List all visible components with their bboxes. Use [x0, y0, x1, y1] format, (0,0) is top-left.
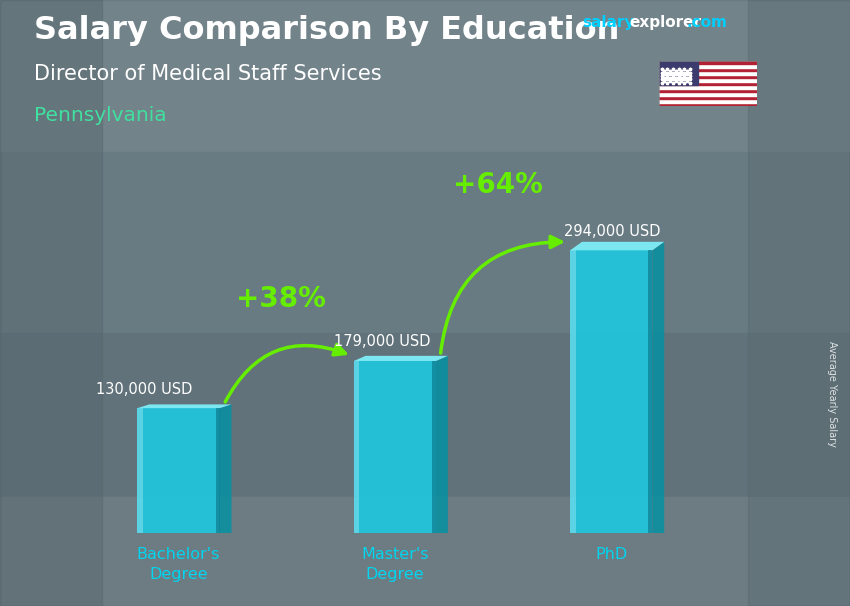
Bar	[659, 102, 756, 106]
Polygon shape	[216, 408, 219, 533]
Polygon shape	[570, 250, 652, 533]
Polygon shape	[652, 242, 664, 533]
Polygon shape	[649, 250, 652, 533]
Polygon shape	[138, 408, 143, 533]
Bar	[659, 64, 756, 68]
Polygon shape	[570, 250, 575, 533]
Polygon shape	[138, 404, 231, 408]
Text: +38%: +38%	[236, 285, 326, 313]
Text: .com: .com	[687, 15, 728, 30]
Bar	[659, 71, 756, 75]
Text: Salary Comparison By Education: Salary Comparison By Education	[34, 15, 620, 46]
Text: Average Yearly Salary: Average Yearly Salary	[827, 341, 837, 447]
Bar	[0, 333, 850, 497]
Text: 130,000 USD: 130,000 USD	[96, 382, 193, 396]
Text: 179,000 USD: 179,000 USD	[334, 335, 431, 350]
Bar	[0, 0, 850, 152]
Text: +64%: +64%	[453, 170, 542, 199]
Bar	[748, 0, 850, 606]
Bar	[659, 75, 756, 78]
Polygon shape	[354, 356, 448, 361]
Bar	[659, 78, 756, 82]
Bar	[659, 82, 756, 85]
Polygon shape	[570, 242, 664, 250]
Bar	[0, 152, 850, 333]
Bar	[659, 85, 756, 88]
Text: Pennsylvania: Pennsylvania	[34, 106, 167, 125]
Text: salary: salary	[582, 15, 635, 30]
Text: explorer: explorer	[629, 15, 701, 30]
Bar	[0, 0, 102, 606]
Bar	[659, 61, 756, 64]
Bar	[0, 497, 850, 606]
Polygon shape	[138, 408, 219, 533]
Polygon shape	[436, 356, 448, 533]
Bar	[659, 68, 756, 71]
Bar	[659, 96, 756, 99]
Text: Director of Medical Staff Services: Director of Medical Staff Services	[34, 64, 382, 84]
Polygon shape	[219, 404, 231, 533]
Polygon shape	[354, 361, 436, 533]
Bar	[659, 61, 698, 85]
Bar	[659, 92, 756, 96]
Text: 294,000 USD: 294,000 USD	[564, 224, 660, 239]
Polygon shape	[354, 361, 360, 533]
Bar	[659, 99, 756, 102]
Bar	[659, 88, 756, 92]
Polygon shape	[432, 361, 436, 533]
